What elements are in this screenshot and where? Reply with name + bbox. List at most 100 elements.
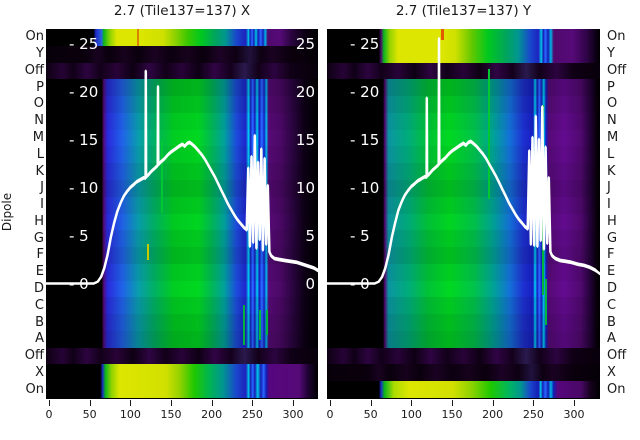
x-tick-label: 200 [201, 408, 223, 421]
dipole-label-right: H [607, 213, 617, 229]
rfi-marker [146, 244, 149, 260]
dipole-label-right: B [607, 314, 616, 330]
dipole-label-left: N [34, 113, 44, 129]
heatmap-row-off [46, 347, 318, 366]
x-tick-label: 250 [241, 408, 263, 421]
heatmap-row-x [46, 364, 318, 382]
x-tick-mark [411, 400, 413, 406]
power-tick-label: - 20 [69, 82, 99, 101]
power-tick-label-right: 15 [295, 130, 315, 149]
x-tick-mark [492, 400, 494, 406]
heatmap-row-a [327, 330, 600, 349]
x-tick-mark [533, 400, 535, 406]
panel-title-x: 2.7 (Tile137=137) X [113, 3, 251, 19]
power-tick-label: - 10 [350, 178, 380, 197]
dipole-label-left: P [36, 79, 44, 95]
dipole-label-left: On [25, 29, 44, 45]
x-tick-mark [171, 400, 172, 406]
dipole-label-right: Off [607, 62, 627, 78]
dipole-label-left: Off [24, 62, 44, 78]
heatmap-row-d [327, 280, 600, 299]
power-tick-label: - 15 [69, 130, 99, 149]
dipole-label-left: B [35, 314, 44, 330]
rfi-marker [544, 279, 547, 325]
x-tick-label: 300 [563, 408, 585, 421]
dipole-label-right: F [607, 247, 615, 263]
dipole-label-right: On [607, 381, 626, 397]
heatmap-panel-x: - 25 - 20 - 15 - 10 - 5 - 0 25 20 15 10 5 0 [46, 29, 318, 399]
heatmap-row-d [46, 280, 318, 299]
x-tick-label: 0 [326, 408, 334, 421]
heatmap-row-f [46, 247, 318, 265]
heatmap-row-a [46, 330, 318, 349]
heatmap-row-m [46, 129, 318, 148]
x-tick-mark [89, 400, 91, 406]
power-tick-label: - 15 [350, 130, 380, 149]
x-tick-mark [252, 400, 254, 406]
heatmap-row-p [46, 79, 318, 97]
power-tick-label: - 0 [69, 274, 89, 293]
rfi-marker [441, 29, 445, 40]
heatmap-row-f [327, 247, 600, 265]
heatmap-panel-y: - 25 - 20 - 15 - 10 - 5 - 0 [327, 29, 600, 399]
dipole-label-right: C [607, 297, 617, 313]
power-tick-label-right: 10 [295, 178, 315, 197]
power-tick-label-right: 20 [295, 82, 315, 101]
x-tick-label: 150 [441, 408, 463, 421]
dipole-label-right: G [607, 230, 618, 246]
dipole-label-right: E [607, 264, 616, 280]
x-tick-label: 100 [119, 408, 141, 421]
dipole-label-right: J [607, 180, 611, 196]
dipole-label-left: H [34, 213, 44, 229]
dipole-label-right: I [607, 197, 611, 213]
dipole-label-left: F [36, 247, 44, 263]
dipole-label-right: P [607, 79, 615, 95]
x-tick-mark [330, 400, 331, 406]
heatmap-row-off [327, 62, 600, 80]
heatmap-row-y [327, 45, 600, 64]
heatmap-row-on [46, 29, 318, 47]
heatmap-row-n [327, 112, 600, 131]
heatmap-row-o [46, 96, 318, 114]
power-tick-label: - 5 [350, 226, 370, 245]
power-tick-label-right: 5 [305, 226, 315, 245]
dipole-label-left: E [35, 264, 44, 280]
x-tick-mark [452, 400, 453, 406]
heatmap-row-on [327, 29, 600, 47]
heatmap-row-e [46, 263, 318, 282]
dipole-label-right: O [607, 96, 618, 112]
heatmap-row-l [46, 146, 318, 164]
rfi-marker [161, 140, 164, 213]
heatmap-row-b [46, 314, 318, 332]
dipole-label-left: M [32, 130, 44, 146]
x-tick-label: 200 [482, 408, 504, 421]
heatmap-row-e [327, 263, 600, 282]
dipole-label-right: A [607, 331, 616, 347]
heatmap-row-b [327, 314, 600, 332]
dipole-label-right: M [607, 130, 619, 146]
power-tick-label-right: 0 [305, 274, 315, 293]
power-tick-label: - 10 [69, 178, 99, 197]
dipole-label-right: K [607, 163, 616, 179]
heatmap-row-c [327, 297, 600, 315]
dipole-label-left: A [35, 331, 44, 347]
dipole-label-right: X [607, 364, 616, 380]
dipole-label-left: X [35, 364, 44, 380]
heatmap-row-off [327, 347, 600, 366]
heatmap-row-p [327, 79, 600, 97]
power-tick-label: - 25 [69, 34, 99, 53]
dipole-label-left: I [40, 197, 44, 213]
spectrum-curve [327, 36, 600, 285]
rfi-marker [488, 69, 490, 199]
x-tick-label: 250 [522, 408, 544, 421]
dipole-label-left: Off [24, 348, 44, 364]
x-tick-label: 150 [160, 408, 182, 421]
heatmap-row-o [327, 96, 600, 114]
x-tick-label: 50 [82, 408, 97, 421]
rfi-marker [266, 310, 269, 335]
heatmap-row-n [46, 112, 318, 131]
dipole-label-left: C [34, 297, 44, 313]
x-tick-label: 0 [45, 408, 53, 421]
dipole-label-left: L [36, 146, 44, 162]
dipole-label-left: O [33, 96, 44, 112]
